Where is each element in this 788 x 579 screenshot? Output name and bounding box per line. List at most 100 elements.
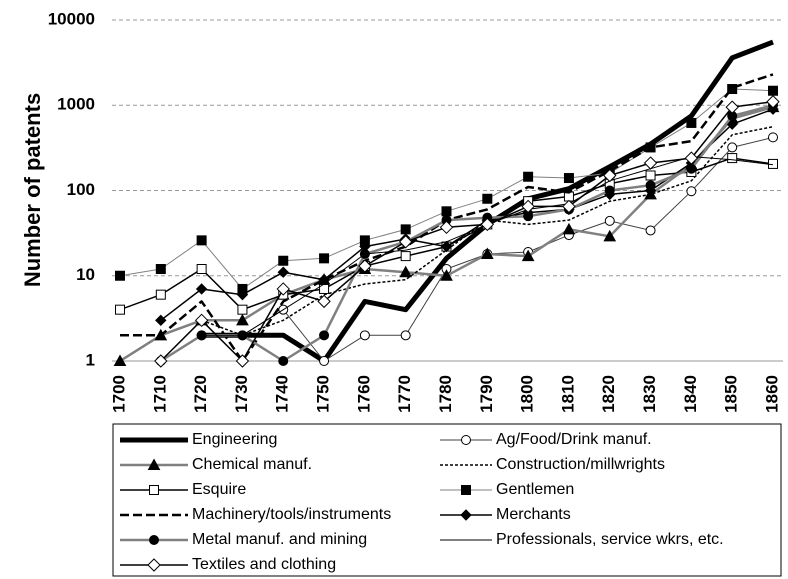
marker [147, 558, 161, 572]
series-line [201, 125, 774, 337]
marker [319, 356, 330, 366]
marker [521, 199, 535, 214]
marker [194, 313, 209, 328]
y-tick-label: 100 [67, 180, 95, 199]
x-tick-label: 1830 [640, 375, 659, 413]
marker [236, 288, 249, 301]
marker [196, 235, 207, 246]
marker [726, 118, 738, 130]
marker [278, 255, 289, 266]
x-tick-label: 1710 [150, 375, 169, 413]
marker [645, 225, 656, 236]
marker [604, 185, 615, 196]
legend-item: Engineering [120, 431, 277, 448]
marker [113, 354, 127, 366]
marker [461, 435, 471, 445]
y-tick-label: 10 [76, 265, 95, 284]
marker [235, 354, 250, 368]
marker [684, 151, 699, 165]
legend-item: Professionals, service wkrs, etc. [440, 531, 724, 548]
marker [359, 330, 370, 341]
marker [236, 313, 249, 326]
marker [317, 294, 331, 309]
marker [115, 270, 125, 281]
legend-box [112, 423, 782, 577]
marker [563, 173, 574, 184]
x-tick-label: 1740 [273, 375, 292, 413]
marker [400, 251, 411, 262]
series-line [119, 105, 774, 363]
marker [603, 168, 617, 183]
marker [562, 222, 576, 235]
marker [686, 117, 697, 128]
legend-item: Gentlemen [440, 481, 574, 498]
marker [398, 235, 413, 249]
legend-label: Gentlemen [496, 481, 574, 498]
marker [318, 273, 330, 286]
marker [278, 356, 289, 366]
marker [523, 171, 534, 182]
x-tick-label: 1840 [681, 375, 700, 413]
marker [686, 163, 697, 174]
marker [277, 266, 289, 278]
marker [319, 253, 330, 264]
y-tick-label: 1 [86, 350, 95, 369]
legend-item: Construction/millwrights [440, 456, 665, 473]
marker [115, 304, 125, 315]
marker [440, 240, 453, 253]
legend-item: Machinery/tools/instruments [120, 506, 391, 523]
legend-item: Metal manuf. and mining [120, 531, 367, 548]
marker [643, 156, 658, 170]
marker [645, 180, 656, 191]
series-line [160, 100, 774, 362]
x-tick-label: 1770 [395, 375, 414, 413]
marker [196, 263, 207, 274]
legend-label: Chemical manuf. [192, 456, 312, 473]
marker [276, 282, 290, 296]
x-tick-label: 1730 [232, 375, 251, 413]
marker [727, 142, 738, 153]
legend-item: Esquire [120, 481, 246, 498]
marker [237, 304, 248, 315]
y-tick-label: 1000 [57, 95, 95, 114]
marker [480, 247, 494, 259]
x-tick-label: 1700 [109, 375, 128, 413]
x-tick-label: 1720 [191, 375, 210, 413]
legend-label: Merchants [496, 506, 571, 523]
marker [768, 85, 778, 96]
marker [358, 259, 372, 273]
y-tick-label: 10000 [48, 9, 95, 28]
series-line [160, 104, 774, 363]
marker [155, 263, 166, 274]
legend-label: Machinery/tools/instruments [192, 506, 391, 523]
x-tick-label: 1850 [722, 375, 741, 413]
x-tick-label: 1810 [558, 375, 577, 413]
legend-label: Metal manuf. and mining [192, 531, 367, 548]
marker [149, 535, 159, 545]
marker [686, 186, 697, 197]
marker [319, 330, 330, 341]
marker [604, 215, 615, 226]
legend-label: Textiles and clothing [192, 556, 336, 573]
marker [768, 132, 778, 143]
x-tick-label: 1750 [314, 375, 333, 413]
marker [727, 153, 738, 164]
x-tick-label: 1780 [436, 375, 455, 413]
legend-label: Esquire [192, 481, 246, 498]
marker [440, 269, 453, 281]
x-tick-label: 1860 [762, 375, 781, 413]
legend-label: Engineering [192, 431, 277, 448]
marker [154, 354, 168, 368]
legend-label: Professionals, service wkrs, etc. [496, 531, 724, 548]
marker [766, 95, 780, 109]
legend-label: Ag/Food/Drink manuf. [496, 431, 652, 448]
marker [155, 289, 166, 300]
x-tick-label: 1800 [518, 375, 537, 413]
legend-item: Ag/Food/Drink manuf. [440, 431, 652, 448]
y-axis-label: Number of patents [20, 93, 45, 287]
marker [461, 485, 471, 495]
legend-item: Merchants [440, 506, 571, 523]
marker [521, 249, 535, 262]
marker [155, 314, 167, 327]
